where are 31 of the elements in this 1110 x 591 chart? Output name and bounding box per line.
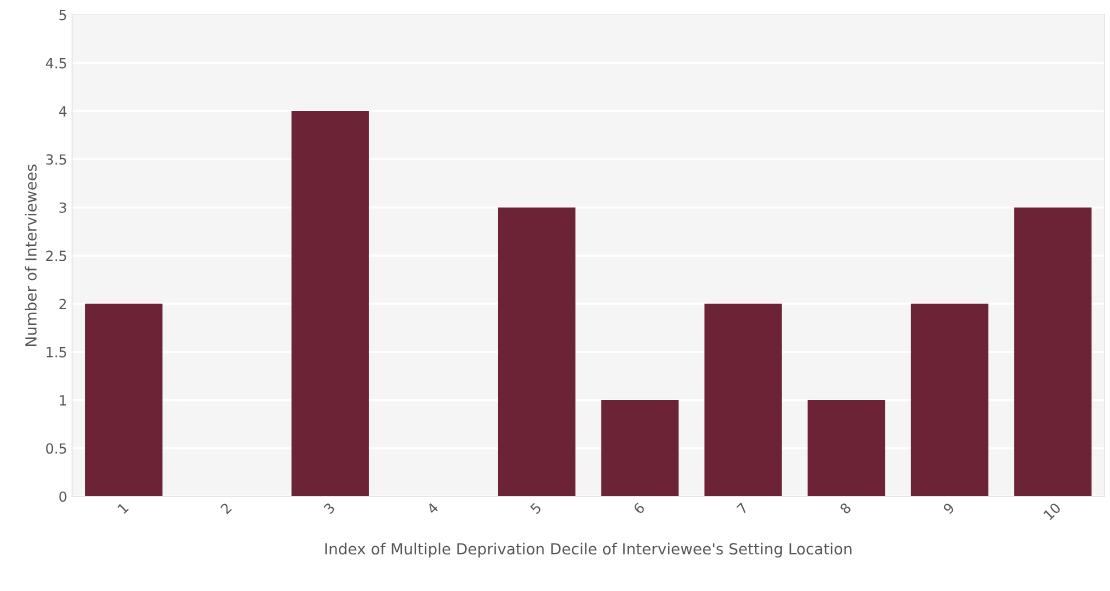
y-tick-label: 1: [59, 395, 67, 406]
y-tick-label: 1.5: [46, 347, 67, 358]
x-tick-label: 3: [323, 502, 336, 515]
y-tick-label: 0.5: [46, 443, 67, 454]
y-tick-label: 4: [59, 106, 67, 117]
y-axis-title: Number of Interviewees: [24, 164, 37, 346]
bar: [704, 303, 782, 497]
y-tick-label: 0: [59, 491, 67, 502]
bar: [497, 207, 576, 497]
x-axis-title: Index of Multiple Deprivation Decile of Interviewee's Setting Location: [325, 542, 852, 558]
y-tick-label: 2.5: [46, 250, 67, 262]
y-tick-label: 2: [59, 298, 66, 310]
y-tick-label: 4.5: [45, 58, 67, 69]
bar: [291, 111, 369, 497]
x-tick-label: 2: [220, 502, 232, 515]
bar: [910, 303, 989, 497]
bar: [601, 400, 679, 497]
bar: [85, 303, 163, 497]
y-tick-label: 3: [59, 202, 67, 213]
x-tick-label: 4: [426, 502, 439, 515]
x-tick-label: 5: [529, 502, 542, 515]
y-tick-label: 5: [59, 9, 67, 21]
x-tick-label: 9: [942, 502, 955, 515]
x-tick-label: 1: [117, 502, 129, 514]
x-tick-label: 6: [632, 502, 646, 515]
x-tick-label: 7: [736, 502, 749, 515]
bar: [807, 400, 886, 497]
x-tick-label: 10: [1043, 502, 1062, 521]
y-tick-label: 3.5: [46, 154, 67, 165]
x-tick-label: 8: [839, 502, 852, 515]
bar: [1014, 207, 1092, 497]
